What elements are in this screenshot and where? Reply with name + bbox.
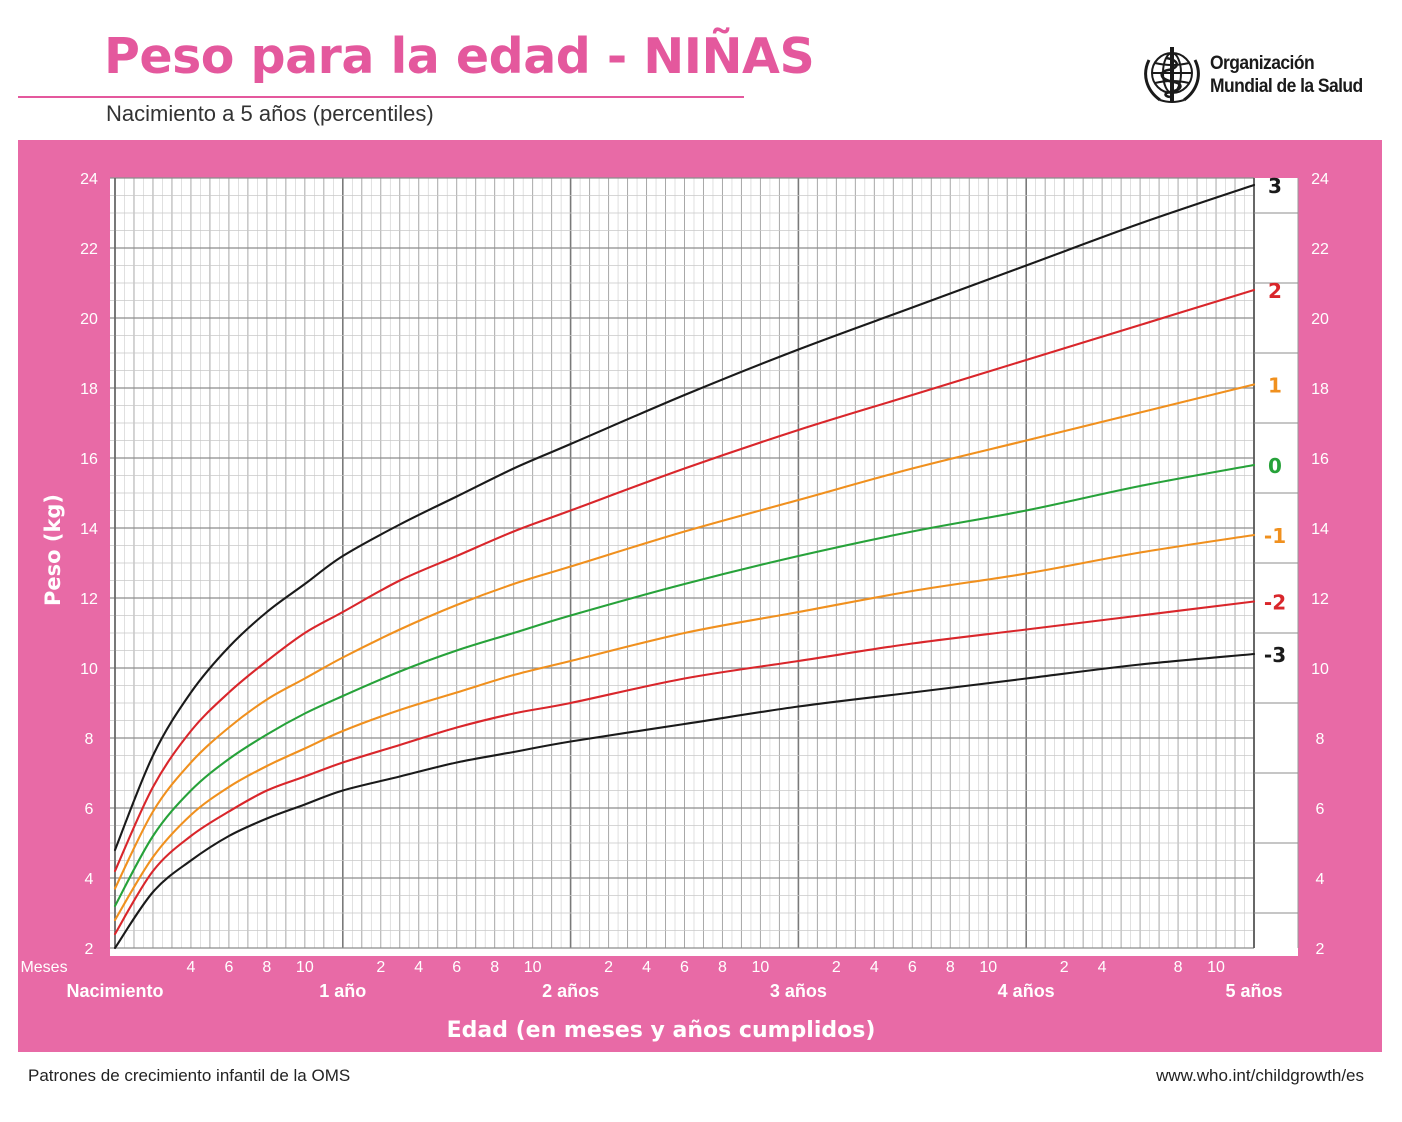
x-month-tick-label: 8 xyxy=(1174,959,1183,976)
organization-name: Organización Mundial de la Salud xyxy=(1210,52,1363,98)
x-month-tick-label: 4 xyxy=(1098,959,1107,976)
y-tick-label-right: 2 xyxy=(1316,941,1325,958)
x-year-tick-label: 1 año xyxy=(319,981,366,1001)
x-month-tick-label: 10 xyxy=(296,959,314,976)
x-month-tick-label: 6 xyxy=(452,959,461,976)
x-month-tick-label: 4 xyxy=(186,959,195,976)
y-tick-label-left: 18 xyxy=(80,381,98,398)
organization-logo: Organización Mundial de la Salud xyxy=(1140,44,1380,110)
curve-label-z: 0 xyxy=(1268,454,1282,478)
y-tick-label-right: 20 xyxy=(1311,311,1329,328)
y-tick-label-left: 4 xyxy=(85,871,94,888)
x-months-caption: Meses xyxy=(20,959,67,976)
y-tick-label-left: 24 xyxy=(80,171,98,188)
x-year-tick-label: 2 años xyxy=(542,981,599,1001)
title-underline xyxy=(18,96,744,98)
y-tick-label-left: 6 xyxy=(85,801,94,818)
footer-source: Patrones de crecimiento infantil de la O… xyxy=(28,1066,351,1085)
curve-label-z: 1 xyxy=(1268,374,1282,398)
x-month-tick-label: 4 xyxy=(870,959,879,976)
curve-label-z: -2 xyxy=(1264,591,1286,615)
y-tick-label-left: 16 xyxy=(80,451,98,468)
x-month-tick-label: 8 xyxy=(946,959,955,976)
y-tick-label-right: 24 xyxy=(1311,171,1329,188)
y-tick-label-right: 12 xyxy=(1311,591,1329,608)
x-year-tick-label: 5 años xyxy=(1225,981,1282,1001)
x-month-tick-label: 8 xyxy=(490,959,499,976)
organization-name-line1: Organización xyxy=(1210,53,1315,74)
grid xyxy=(110,177,1299,949)
x-month-tick-label: 10 xyxy=(1207,959,1225,976)
x-month-tick-label: 6 xyxy=(680,959,689,976)
curve-z-3 xyxy=(113,183,1256,852)
y-tick-label-right: 22 xyxy=(1311,241,1329,258)
x-year-tick-label: 3 años xyxy=(770,981,827,1001)
y-tick-label-left: 22 xyxy=(80,241,98,258)
y-tick-label-left: 2 xyxy=(85,941,94,958)
y-tick-label-right: 8 xyxy=(1316,731,1325,748)
y-tick-label-left: 10 xyxy=(80,661,98,678)
y-tick-label-right: 18 xyxy=(1311,381,1329,398)
page-subtitle: Nacimiento a 5 años (percentiles) xyxy=(106,101,434,126)
x-axis: Meses 4 6 8 10 2 4 6 8 10 2 4 6 8 10 2 4 6 8 10 2 4 8 10 Nacimie… xyxy=(20,959,1282,1001)
x-month-tick-label: 6 xyxy=(908,959,917,976)
x-year-tick-label: Nacimiento xyxy=(66,981,163,1001)
x-month-tick-label: 2 xyxy=(604,959,613,976)
curve-z-minus1 xyxy=(113,533,1256,922)
x-month-tick-label: 2 xyxy=(376,959,385,976)
who-emblem-icon xyxy=(1144,47,1200,103)
x-month-tick-label: 4 xyxy=(642,959,651,976)
y-tick-label-left: 8 xyxy=(85,731,94,748)
y-tick-label-right: 4 xyxy=(1316,871,1325,888)
curve-z-2 xyxy=(113,288,1256,873)
x-month-tick-label: 8 xyxy=(262,959,271,976)
footer-link[interactable]: www.who.int/childgrowth/es xyxy=(1156,1066,1364,1085)
curve-z-0 xyxy=(113,463,1256,908)
page-title: Peso para la edad - NIÑAS xyxy=(104,28,815,85)
x-axis-title: Edad (en meses y años cumplidos) xyxy=(447,1018,876,1043)
y-tick-label-right: 6 xyxy=(1316,801,1325,818)
curve-z-1 xyxy=(113,383,1256,890)
curve-label-z: 3 xyxy=(1268,174,1282,198)
x-month-tick-label: 10 xyxy=(524,959,542,976)
x-month-tick-label: 10 xyxy=(752,959,770,976)
x-month-tick-label: 2 xyxy=(1060,959,1069,976)
y-tick-label-right: 16 xyxy=(1311,451,1329,468)
curve-label-z: 2 xyxy=(1268,279,1282,303)
x-month-tick-label: 8 xyxy=(718,959,727,976)
y-tick-label-left: 12 xyxy=(80,591,98,608)
percentile-curves xyxy=(113,183,1256,950)
plot-background xyxy=(110,178,1298,956)
x-month-tick-label: 6 xyxy=(224,959,233,976)
y-tick-label-right: 10 xyxy=(1311,661,1329,678)
curve-label-z: -3 xyxy=(1264,643,1286,667)
x-month-tick-label: 4 xyxy=(414,959,423,976)
x-year-tick-label: 4 años xyxy=(998,981,1055,1001)
y-tick-label-left: 14 xyxy=(80,521,98,538)
curve-z-minus3 xyxy=(113,652,1256,950)
x-month-tick-label: 2 xyxy=(832,959,841,976)
y-tick-label-left: 20 xyxy=(80,311,98,328)
curve-labels: 3 2 1 0 -1 -2 -3 xyxy=(1264,174,1286,667)
curve-z-minus2 xyxy=(113,600,1256,936)
y-axis-title: Peso (kg) xyxy=(41,494,65,606)
organization-name-line2: Mundial de la Salud xyxy=(1210,76,1363,97)
y-tick-label-right: 14 xyxy=(1311,521,1329,538)
curve-label-z: -1 xyxy=(1264,524,1286,548)
x-month-tick-label: 10 xyxy=(979,959,997,976)
chart-panel: 2 4 6 8 10 12 14 16 18 20 22 24 2 4 6 8 10 12 14 16 18 20 22 2… xyxy=(18,140,1382,1052)
